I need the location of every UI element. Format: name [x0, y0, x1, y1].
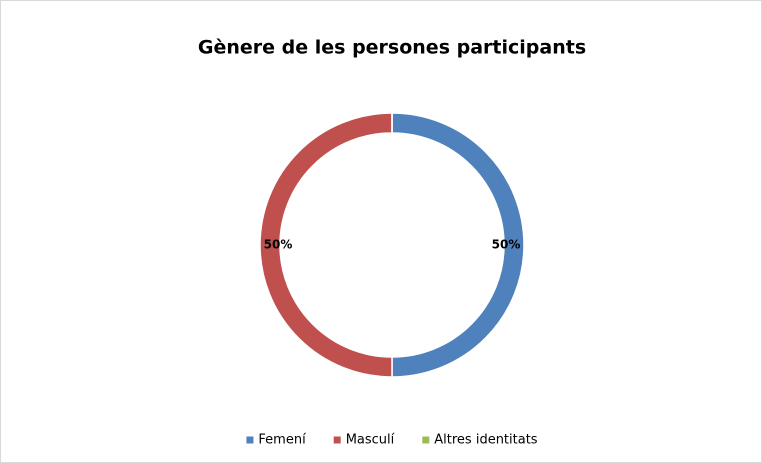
legend-marker — [246, 436, 254, 444]
legend-label: Altres identitats — [434, 433, 538, 448]
data-label: 50% — [264, 238, 293, 252]
legend-label: Masculí — [346, 433, 395, 448]
chart-title: Gènere de les persones participants — [198, 37, 586, 59]
legend-marker — [333, 436, 341, 444]
data-label: 50% — [492, 238, 521, 252]
legend-marker — [422, 436, 430, 444]
legend-label: Femení — [258, 433, 306, 448]
